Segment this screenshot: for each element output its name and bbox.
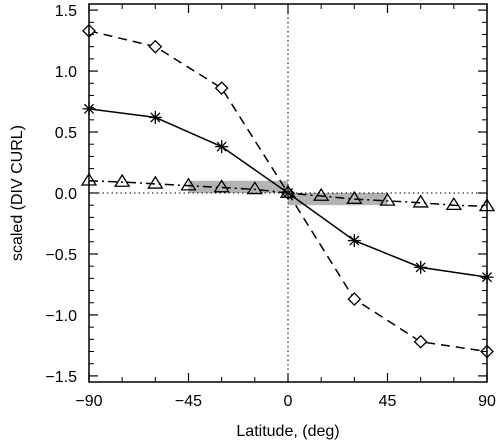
diamond-point xyxy=(148,39,163,54)
y-tick-label: 1.5 xyxy=(55,3,77,20)
series-triangle xyxy=(80,172,496,212)
y-tick-label: −0.5 xyxy=(45,247,77,264)
triangle-point xyxy=(279,184,297,198)
diamond-point xyxy=(413,334,428,349)
diamond-point xyxy=(214,81,229,96)
axis-ticks: −90 −45 0 45 90 −1.5 −1.0 −0.5 0.0 0.5 1.0 1.5 xyxy=(45,3,496,410)
asterisk-point xyxy=(148,110,162,124)
y-tick-label: −1.0 xyxy=(45,308,77,325)
asterisk-point xyxy=(215,140,229,154)
diamond-point xyxy=(347,292,362,307)
y-tick-label: −1.5 xyxy=(45,369,77,386)
triangle-point xyxy=(445,196,463,211)
y-tick-label: 0.0 xyxy=(55,186,77,203)
x-tick-label: 0 xyxy=(284,393,293,410)
x-tick-label: −90 xyxy=(75,393,102,410)
triangle-point xyxy=(213,179,230,193)
x-axis-title: Latitude, (deg) xyxy=(236,423,339,440)
x-tick-label: 45 xyxy=(379,393,397,410)
triangle-point xyxy=(246,181,264,195)
series-group xyxy=(80,23,496,359)
triangle-point xyxy=(147,175,164,189)
triangle-point xyxy=(180,177,197,191)
triangle-point xyxy=(346,190,363,204)
triangle-point xyxy=(379,192,396,206)
triangle-point xyxy=(412,194,429,208)
x-tick-label: 90 xyxy=(478,393,496,410)
x-tick-label: −45 xyxy=(175,393,202,410)
triangle-point xyxy=(312,187,330,201)
asterisk-point xyxy=(347,234,361,248)
y-axis-title: scaled (DIV CURL) xyxy=(9,125,26,261)
triangle-point xyxy=(113,173,131,187)
y-tick-label: 0.5 xyxy=(55,125,77,142)
shaded-band-1 xyxy=(288,193,388,206)
asterisk-point xyxy=(414,260,428,274)
y-tick-label: 1.0 xyxy=(55,64,77,81)
